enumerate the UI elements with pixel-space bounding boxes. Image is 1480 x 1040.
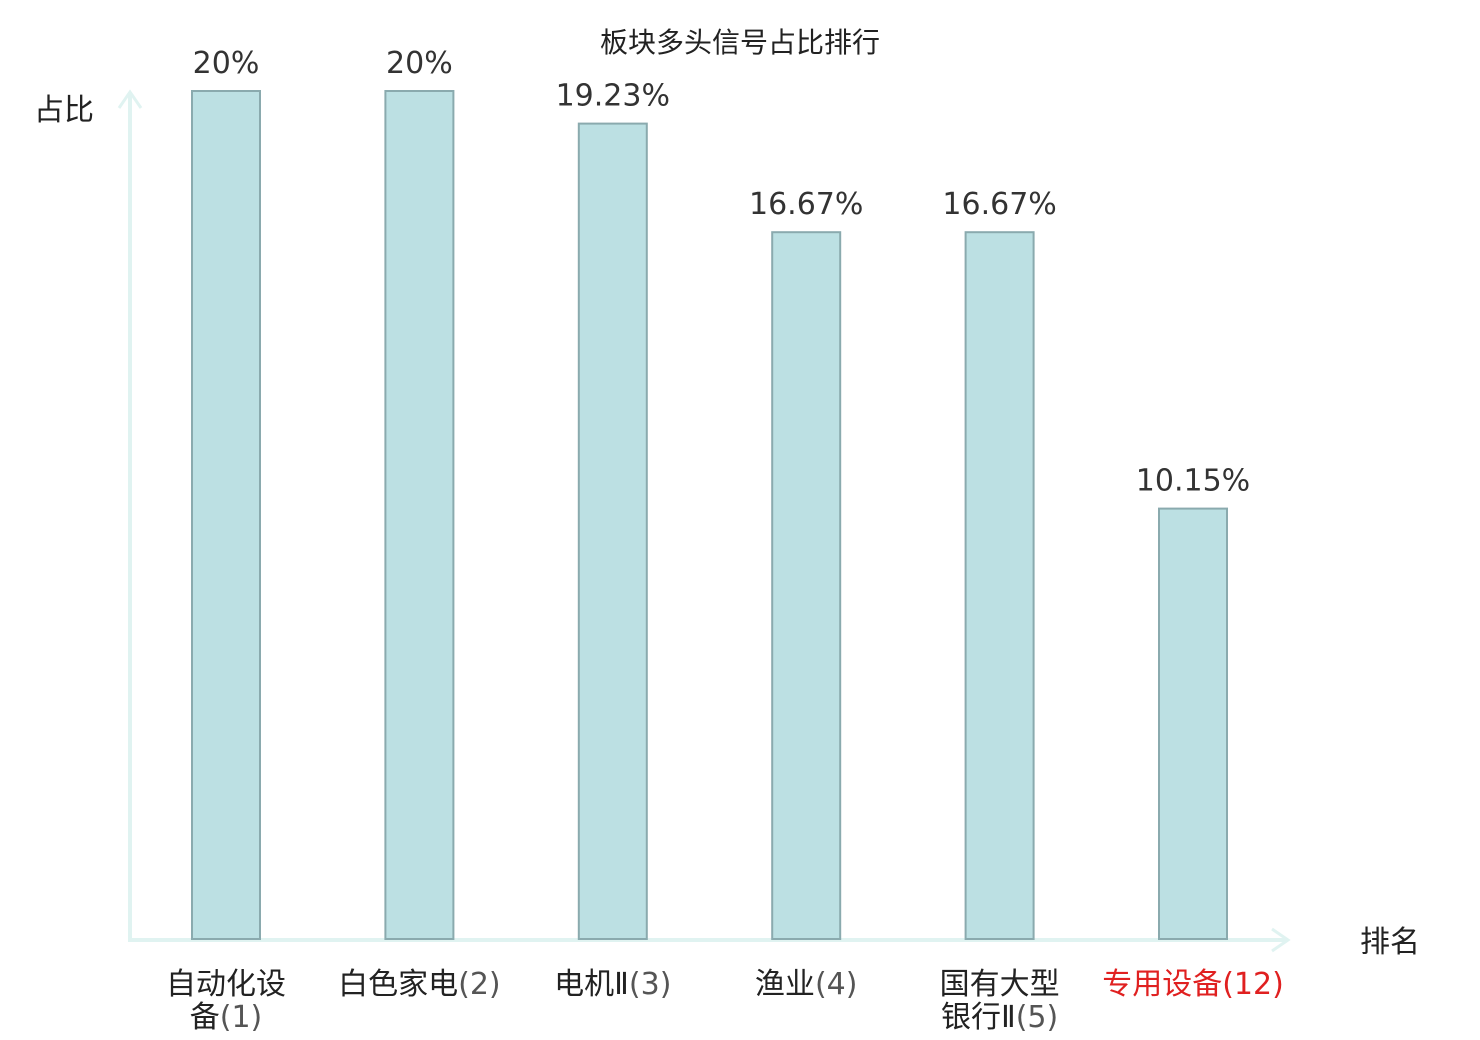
category-label-2: 白色家电(2) xyxy=(338,967,501,1002)
x-axis-label: 排名 xyxy=(1360,925,1420,960)
bar-3 xyxy=(577,122,648,941)
bar-2 xyxy=(384,90,455,940)
value-label-5: 16.67% xyxy=(942,187,1056,222)
value-label-4: 16.67% xyxy=(749,187,863,222)
axes xyxy=(117,89,1291,953)
chart-title: 板块多头信号占比排行 xyxy=(600,26,880,59)
category-label-5: 国有大型银行Ⅱ(5) xyxy=(940,967,1060,1035)
value-labels-group: 20% 20% 19.23% 16.67% 16.67% 10.15% xyxy=(193,46,1251,499)
category-label-1: 自动化设备(1) xyxy=(166,967,286,1035)
bar-1 xyxy=(191,90,261,940)
value-label-1: 20% xyxy=(193,46,260,81)
bars-group xyxy=(191,90,1228,941)
category-labels-group: 自动化设备(1) 白色家电(2) 电机Ⅱ(3) 渔业(4) 国有大型银行Ⅱ(5) 专用设备… xyxy=(166,967,1284,1035)
category-label-4: 渔业(4) xyxy=(755,967,858,1002)
bar-5 xyxy=(964,231,1035,940)
bar-4 xyxy=(771,231,842,940)
value-label-6: 10.15% xyxy=(1136,464,1250,499)
bar-6 xyxy=(1158,507,1228,940)
x-axis-arrow xyxy=(1271,927,1291,953)
y-axis-label: 占比 xyxy=(34,93,94,128)
category-label-3: 电机Ⅱ(3) xyxy=(554,967,671,1002)
value-label-2: 20% xyxy=(386,46,453,81)
category-label-6: 专用设备(12) xyxy=(1102,967,1284,1002)
value-label-3: 19.23% xyxy=(556,79,670,114)
y-axis-arrow xyxy=(117,89,143,109)
